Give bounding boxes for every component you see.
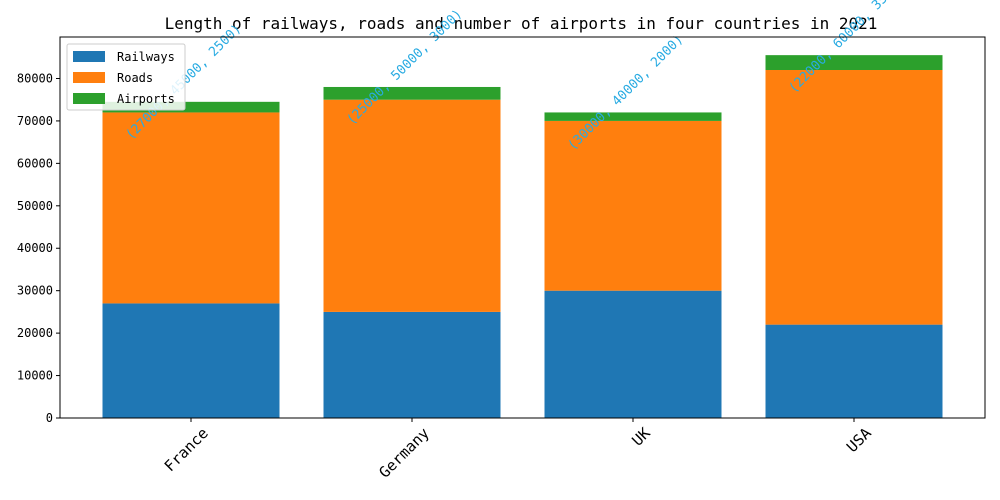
- x-tick-label: UK: [628, 424, 654, 450]
- y-tick-label: 80000: [17, 71, 53, 85]
- x-axis: France Germany UK USA: [161, 418, 875, 482]
- bar-roads-germany: [323, 99, 501, 312]
- plot-frame: [59, 36, 986, 419]
- bar-airports-germany: [323, 86, 501, 100]
- bar-railways-france: [102, 303, 280, 418]
- legend-swatch-airports: [73, 93, 105, 104]
- x-tick-label: Germany: [375, 424, 432, 481]
- y-tick-label: 10000: [17, 369, 53, 383]
- bar-roads-france: [102, 112, 280, 304]
- legend-label-roads: Roads: [117, 71, 153, 85]
- legend: Railways Roads Airports: [66, 43, 186, 111]
- bar-railways-germany: [323, 311, 501, 418]
- x-tick-label: USA: [843, 424, 875, 456]
- legend-label-airports: Airports: [117, 92, 175, 106]
- x-tick-label: France: [161, 424, 212, 475]
- y-tick-label: 50000: [17, 199, 53, 213]
- bars-layer: [102, 55, 943, 418]
- bar-roads-uk: [544, 120, 722, 291]
- bar-airports-uk: [544, 112, 722, 121]
- legend-label-railways: Railways: [117, 50, 175, 64]
- bar-roads-usa: [765, 69, 943, 325]
- bar-airports-france: [102, 101, 280, 113]
- y-tick-label: 20000: [17, 326, 53, 340]
- y-tick-label: 70000: [17, 114, 53, 128]
- legend-swatch-railways: [73, 51, 105, 62]
- bar-airports-usa: [765, 55, 943, 70]
- legend-swatch-roads: [73, 72, 105, 83]
- y-tick-label: 0: [46, 411, 53, 425]
- bar-railways-usa: [765, 324, 943, 418]
- bar-railways-uk: [544, 290, 722, 418]
- y-axis: 0 10000 20000 30000 40000 50000 60000 70000 8000…: [17, 71, 60, 425]
- chart-title: Length of railways, roads and number of …: [165, 14, 878, 33]
- y-tick-label: 40000: [17, 241, 53, 255]
- y-tick-label: 30000: [17, 284, 53, 298]
- y-tick-label: 60000: [17, 156, 53, 170]
